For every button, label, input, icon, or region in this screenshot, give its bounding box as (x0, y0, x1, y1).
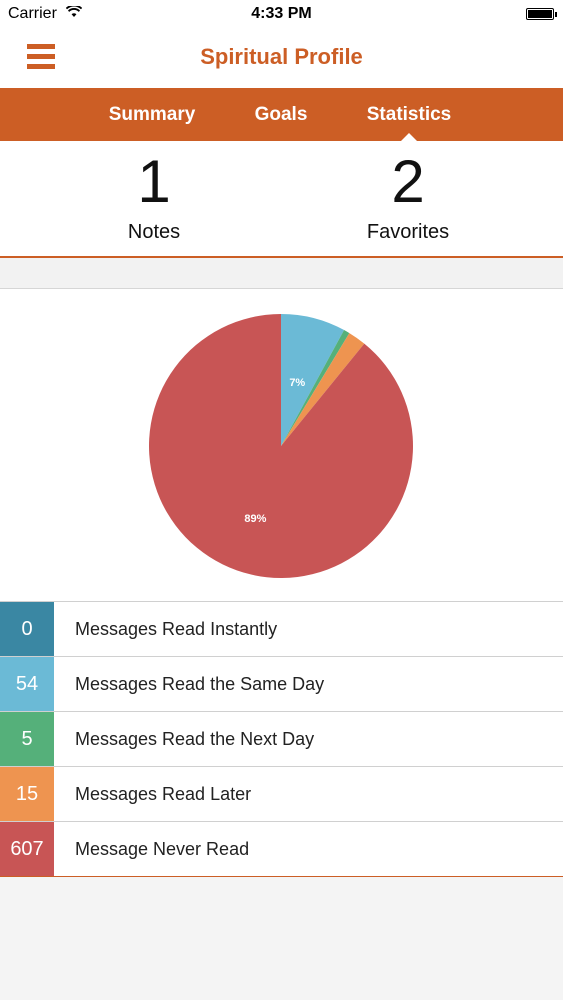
pie-slice-message-never-read (149, 314, 414, 578)
legend-row-read-instantly[interactable]: 0 Messages Read Instantly (0, 602, 563, 657)
notes-count-label: Notes (127, 221, 181, 243)
legend-label: Messages Read Instantly (75, 619, 278, 639)
tab-goals[interactable]: Goals (254, 104, 308, 125)
pie-slice-messages-read-later (281, 333, 365, 446)
legend-label: Messages Read the Next Day (75, 729, 315, 749)
tab-statistics[interactable]: Statistics (366, 104, 452, 125)
tab-bar: Summary Goals Statistics (0, 88, 563, 141)
status-time: 4:33 PM (251, 5, 312, 22)
counts-summary: 1 Notes 2 Favorites (0, 141, 563, 258)
notes-count-value: 1 (137, 148, 171, 215)
navigation-bar: Spiritual Profile (0, 30, 563, 88)
legend-label: Messages Read the Same Day (75, 674, 325, 694)
tab-summary[interactable]: Summary (108, 104, 196, 125)
hamburger-menu-icon[interactable] (27, 44, 55, 70)
wifi-icon (66, 6, 82, 17)
page-title: Spiritual Profile (200, 44, 363, 69)
legend-count-badge: 54 (0, 657, 54, 711)
notes-count-block[interactable]: 1 Notes (54, 149, 254, 244)
pie-slice-messages-read-the-next-day (281, 330, 350, 446)
pie-slice-messages-read-the-same-day (281, 314, 345, 446)
favorites-count-label: Favorites (366, 221, 450, 243)
active-tab-indicator (401, 133, 417, 141)
legend-row-read-later[interactable]: 15 Messages Read Later (0, 767, 563, 822)
legend-label: Message Never Read (75, 839, 250, 859)
legend-count-badge: 5 (0, 712, 54, 766)
legend-row-never-read[interactable]: 607 Message Never Read (0, 822, 563, 876)
pie-data-label: 89% (244, 513, 266, 525)
legend-count-badge: 0 (0, 602, 54, 656)
legend-row-read-same-day[interactable]: 54 Messages Read the Same Day (0, 657, 563, 712)
legend-count-badge: 607 (0, 822, 54, 876)
battery-icon (526, 8, 557, 20)
legend-list: 0 Messages Read Instantly 54 Messages Re… (0, 602, 563, 877)
favorites-count-value: 2 (391, 148, 425, 215)
legend-row-read-next-day[interactable]: 5 Messages Read the Next Day (0, 712, 563, 767)
pie-chart-panel: 7% 89% (0, 289, 563, 602)
pie-data-label: 7% (289, 377, 305, 389)
carrier-label: Carrier (8, 5, 57, 22)
legend-count-badge: 15 (0, 767, 54, 821)
legend-label: Messages Read Later (75, 784, 252, 804)
favorites-count-block[interactable]: 2 Favorites (308, 149, 508, 244)
status-bar: Carrier 4:33 PM (0, 0, 563, 30)
pie-chart: 7% 89% (149, 314, 414, 578)
section-divider (0, 258, 563, 289)
